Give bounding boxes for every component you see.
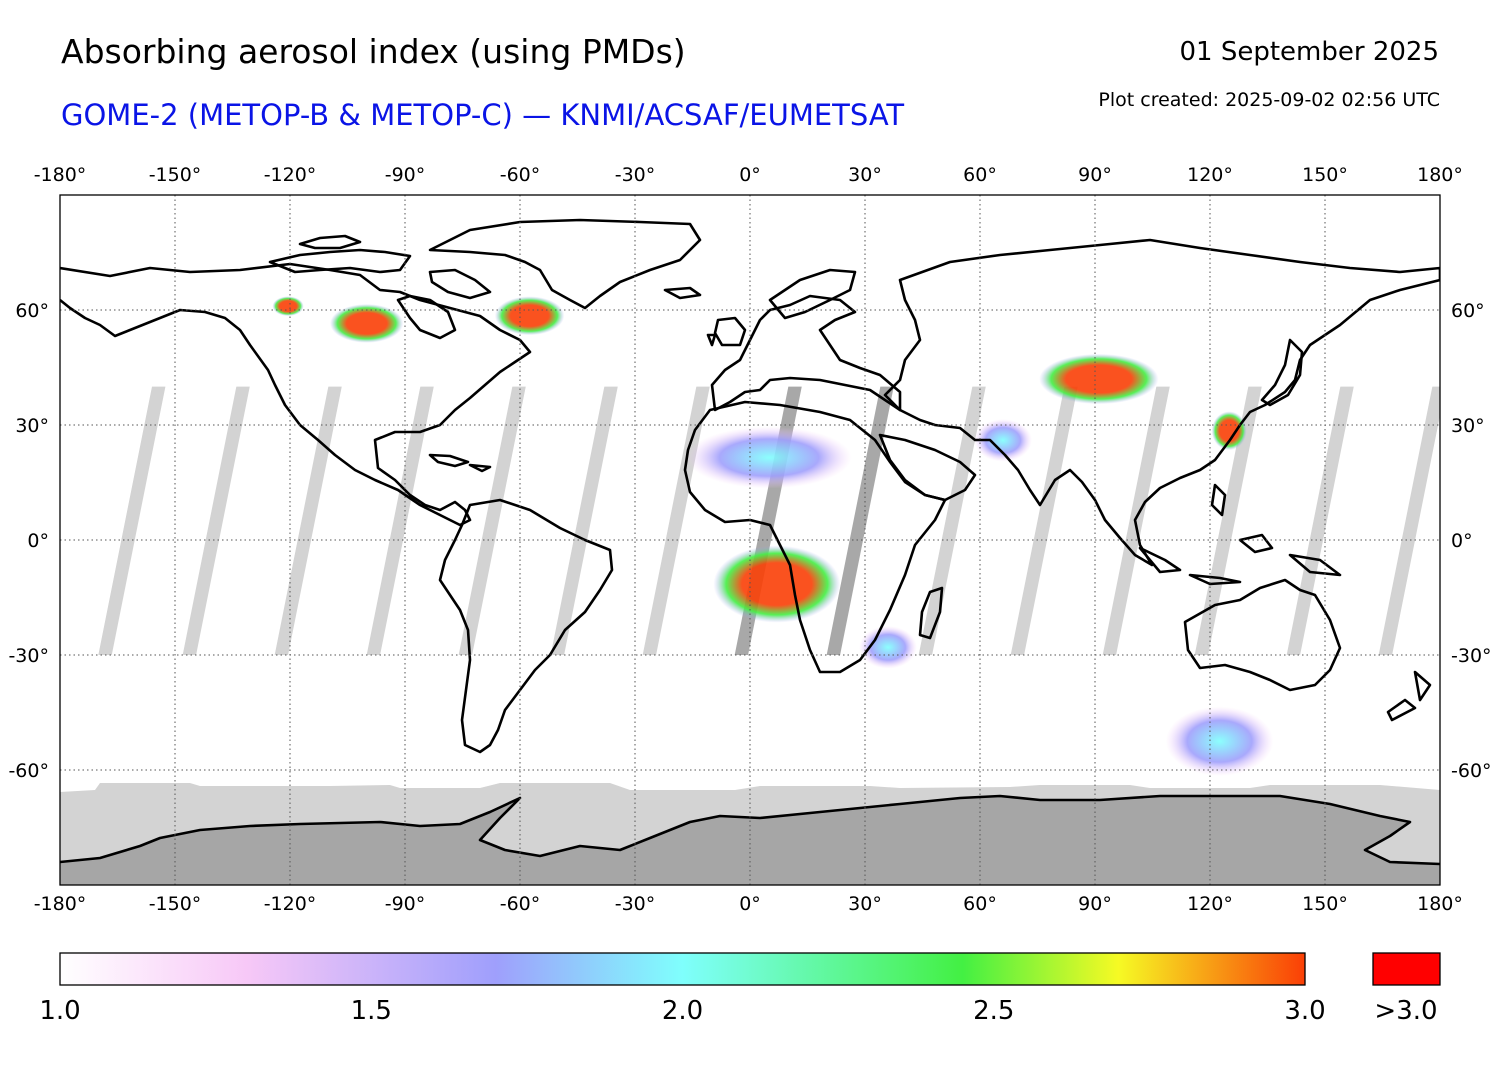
coast-greenland: [428, 218, 702, 310]
lon-tick-label-top: 30°: [848, 164, 882, 186]
lon-tick-label-top: 120°: [1187, 164, 1233, 186]
lon-tick-label-top: -60°: [500, 164, 541, 186]
lon-tick-label-bottom: -60°: [500, 893, 541, 915]
orbit-gap-stripe: [1010, 386, 1078, 655]
lon-tick-label-bottom: 150°: [1302, 893, 1348, 915]
axis-tick-labels: -180° -180° -150° -150° -120° -120° -90° -90° -6…: [8, 164, 1491, 915]
colorbar-tick-label: 1.5: [351, 996, 392, 1026]
aerosol-plume: [1039, 353, 1159, 405]
coast-europe: [710, 294, 902, 412]
aerosol-plume: [859, 626, 917, 669]
created-label: Plot created: 2025-09-02 02:56 UTC: [1098, 89, 1440, 111]
lon-tick-label-top: -30°: [615, 164, 656, 186]
lon-tick-label-top: 90°: [1078, 164, 1112, 186]
lon-tick-label-top: -90°: [385, 164, 426, 186]
orbit-gap-stripe: [1378, 386, 1440, 655]
aerosol-plume: [272, 296, 304, 316]
lat-tick-label-right: -60°: [1451, 760, 1492, 782]
aerosol-plume: [1165, 706, 1274, 776]
lat-tick-label-right: 0°: [1451, 530, 1473, 552]
lon-tick-label-bottom: 30°: [848, 893, 882, 915]
coast-south-america: [438, 498, 614, 754]
lat-tick-label-right: -30°: [1451, 645, 1492, 667]
map-frame: [59, 194, 1441, 886]
orbit-gap-stripe: [550, 386, 618, 655]
graticule: [60, 195, 1440, 885]
lon-tick-label-top: 0°: [739, 164, 761, 186]
lon-tick-label-bottom: -30°: [615, 893, 656, 915]
lat-tick-label-left: 0°: [27, 530, 49, 552]
subtitle: GOME-2 (METOP-B & METOP-C) — KNMI/ACSAF/…: [61, 98, 905, 132]
lon-tick-label-top: -180°: [34, 164, 87, 186]
lon-tick-label-bottom: 0°: [739, 893, 761, 915]
coastlines: [60, 218, 1440, 866]
aerosol-plume: [1211, 411, 1247, 451]
colorbar: [59, 952, 1306, 986]
lon-tick-label-bottom: -120°: [264, 893, 317, 915]
orbit-gap-stripe: [366, 386, 434, 655]
aerosol-plumes: [272, 296, 1274, 776]
lat-tick-label-left: 60°: [15, 300, 49, 322]
orbit-gap-stripe: [98, 386, 166, 655]
orbit-gap-stripe: [1286, 386, 1354, 655]
lon-tick-label-bottom: 120°: [1187, 893, 1233, 915]
lon-tick-label-bottom: -180°: [34, 893, 87, 915]
aerosol-plume: [974, 419, 1032, 462]
colorbar-tick-label: 3.0: [1284, 996, 1325, 1026]
antarctica-land: [60, 796, 1440, 885]
orbit-gap-stripe: [918, 386, 986, 655]
coast-asia: [883, 238, 1440, 567]
colorbar-overflow-label: >3.0: [1374, 996, 1437, 1026]
lat-tick-label-left: -60°: [8, 760, 49, 782]
page-title: Absorbing aerosol index (using PMDs): [61, 32, 686, 71]
orbit-gap-stripe: [1194, 386, 1262, 655]
lon-tick-label-bottom: -150°: [149, 893, 202, 915]
lon-tick-label-top: 150°: [1302, 164, 1348, 186]
lon-tick-label-bottom: 60°: [963, 893, 997, 915]
lon-tick-label-bottom: 90°: [1078, 893, 1112, 915]
lon-tick-label-bottom: 180°: [1417, 893, 1463, 915]
aerosol-plume: [330, 304, 404, 343]
orbit-gap-stripe: [458, 386, 526, 655]
colorbar-tick-labels: 1.0 1.5 2.0 2.5 3.0: [39, 996, 1325, 1026]
date-label: 01 September 2025: [1179, 37, 1440, 67]
colorbar-tick-label: 2.0: [662, 996, 703, 1026]
colorbar-tick-label: 1.0: [39, 996, 80, 1026]
lat-tick-label-right: 30°: [1451, 415, 1485, 437]
lon-tick-label-bottom: -90°: [385, 893, 426, 915]
aerosol-plume: [494, 296, 565, 336]
lon-tick-label-top: -150°: [149, 164, 202, 186]
lon-tick-label-top: 180°: [1417, 164, 1463, 186]
aerosol-plume: [713, 545, 841, 623]
lat-tick-label-right: 60°: [1451, 300, 1485, 322]
coast-australia: [1183, 578, 1342, 692]
lat-tick-label-left: 30°: [15, 415, 49, 437]
orbit-gap-stripe: [182, 386, 250, 655]
lat-tick-label-left: -30°: [8, 645, 49, 667]
coast-africa: [683, 400, 947, 674]
lon-tick-label-top: -120°: [264, 164, 317, 186]
colorbar-tick-label: 2.5: [973, 996, 1014, 1026]
lon-tick-label-top: 60°: [963, 164, 997, 186]
aerosol-plume: [686, 426, 852, 489]
coast-north-america: [60, 262, 532, 527]
orbit-gap-stripe: [274, 386, 342, 655]
orbit-gap-stripe: [826, 386, 894, 655]
colorbar-overflow-box: [1372, 952, 1441, 986]
